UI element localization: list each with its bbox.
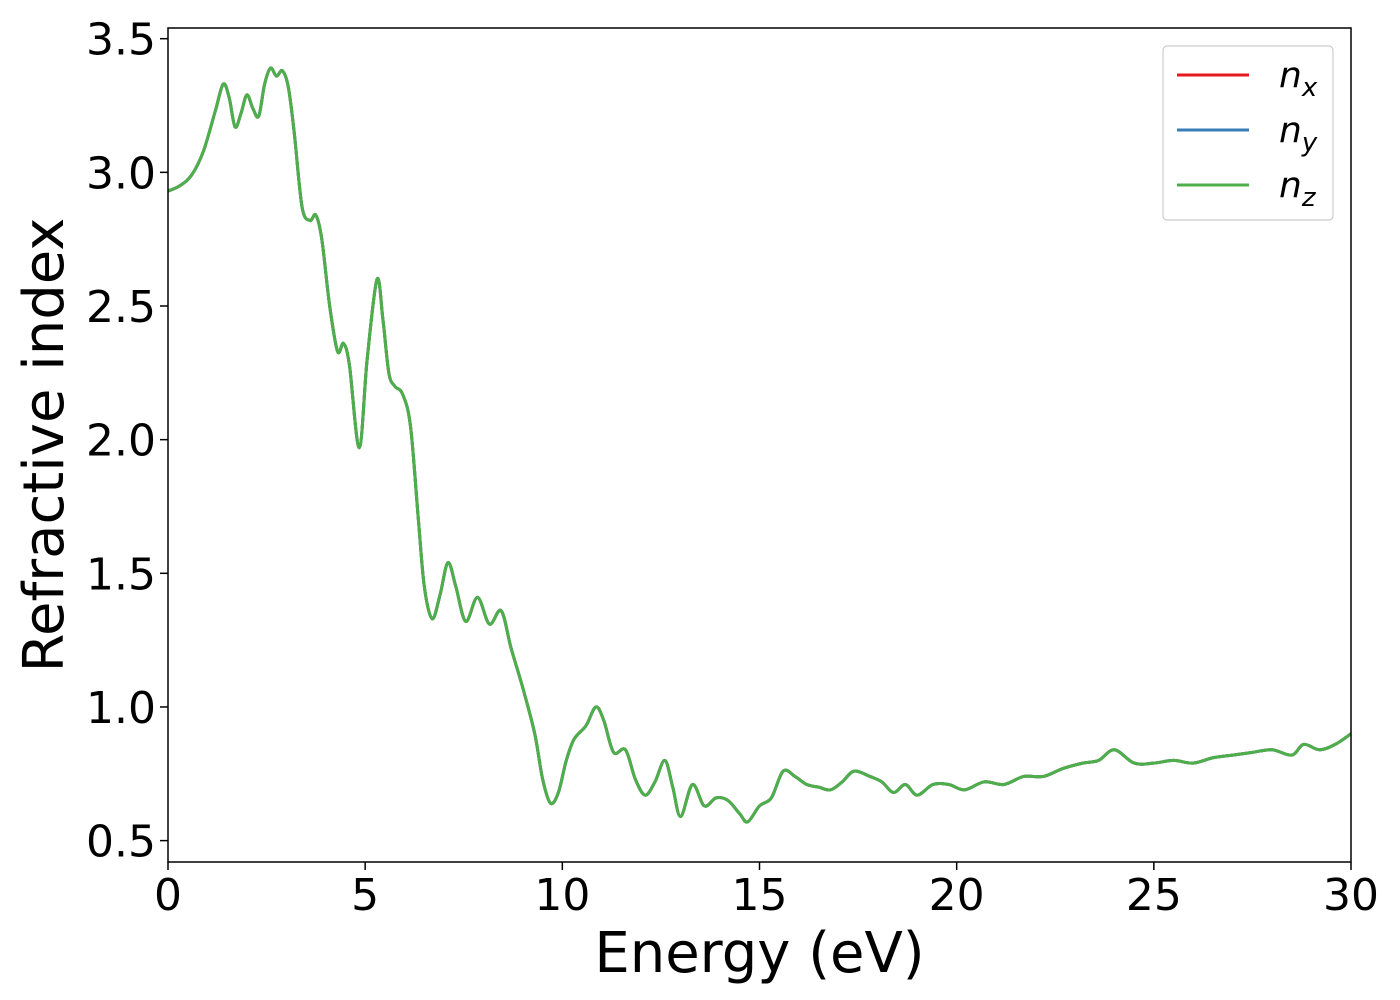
series-line-n-z (168, 66, 1351, 824)
x-tick-label: 30 (1323, 870, 1379, 921)
y-tick-label: 2.5 (86, 282, 156, 333)
y-tick-label: 1.5 (86, 549, 156, 600)
legend-label: nz (1279, 165, 1317, 213)
legend: nx ny nz (1162, 45, 1334, 221)
x-tick-label: 5 (351, 870, 379, 921)
legend-label: ny (1279, 110, 1318, 158)
y-axis-title: Refractive index (12, 218, 77, 673)
y-tick-label: 3.5 (86, 15, 156, 66)
y-tick-label: 1.0 (86, 683, 156, 734)
x-tick-label: 0 (154, 870, 182, 921)
x-axis-ticks: 0 5 10 15 20 25 30 (154, 862, 1379, 921)
x-tick-label: 15 (732, 870, 788, 921)
x-tick-label: 20 (929, 870, 985, 921)
y-tick-label: 0.5 (86, 817, 156, 868)
x-tick-label: 10 (534, 870, 590, 921)
x-tick-label: 25 (1126, 870, 1182, 921)
y-axis-ticks: 0.5 1.0 1.5 2.0 2.5 3.0 3.5 (86, 15, 168, 868)
legend-label: nx (1279, 55, 1318, 103)
legend-box (1162, 45, 1334, 221)
y-tick-label: 2.0 (86, 416, 156, 467)
y-tick-label: 3.0 (86, 148, 156, 199)
series-layer (168, 66, 1351, 824)
x-axis-title: Energy (eV) (594, 921, 924, 986)
